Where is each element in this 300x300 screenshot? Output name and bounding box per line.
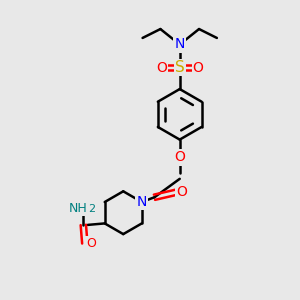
Text: N: N — [175, 38, 185, 52]
Text: O: O — [193, 61, 204, 75]
Text: N: N — [136, 195, 147, 209]
Text: O: O — [174, 150, 185, 164]
Text: O: O — [156, 61, 167, 75]
Text: S: S — [175, 60, 184, 75]
Text: 2: 2 — [88, 204, 95, 214]
Text: O: O — [176, 185, 187, 199]
Text: O: O — [86, 237, 96, 250]
Text: NH: NH — [69, 202, 87, 215]
